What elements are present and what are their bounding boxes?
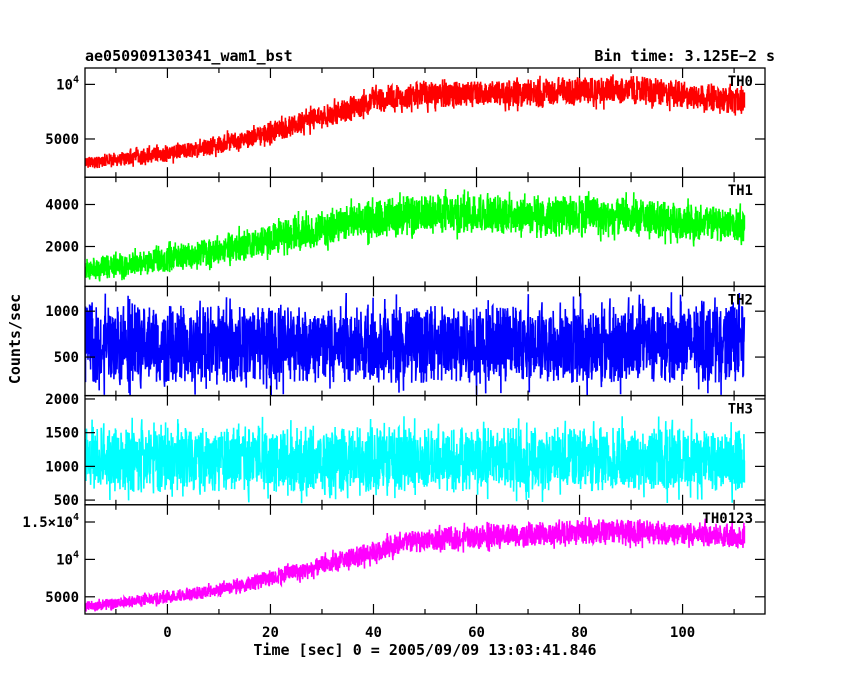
x-tick-label: 80: [571, 625, 588, 641]
trace-th0123: [85, 516, 746, 612]
x-tick-label: 60: [468, 625, 485, 641]
trace-th2: [85, 292, 746, 396]
panel-label-th1: TH1: [728, 183, 753, 199]
y-tick-label: 1000: [45, 304, 79, 320]
y-axis-label: Counts/sec: [6, 294, 24, 384]
y-tick-label: 1.5×104: [22, 512, 79, 531]
x-tick-label: 0: [163, 625, 171, 641]
trace-th0: [85, 74, 746, 169]
y-tick-label: 104: [56, 549, 79, 568]
source-name-label: ae050909130341_wam1_bst: [85, 47, 293, 65]
trace-th3: [85, 416, 746, 504]
y-tick-label: 4000: [45, 198, 79, 214]
bin-time-label: Bin time: 3.125E−2 s: [594, 47, 775, 65]
x-tick-label: 100: [670, 625, 695, 641]
panel-label-th0: TH0: [728, 74, 753, 90]
y-tick-label: 2000: [45, 240, 79, 256]
y-tick-label: 2000: [45, 392, 79, 408]
y-tick-label: 5000: [45, 132, 79, 148]
panel-label-th3: TH3: [728, 402, 753, 418]
y-tick-label: 104: [56, 74, 79, 93]
x-axis-label: Time [sec] 0 = 2005/09/09 13:03:41.846: [253, 641, 596, 659]
trace-th1: [85, 188, 746, 282]
x-tick-label: 40: [365, 625, 382, 641]
y-tick-label: 1500: [45, 426, 79, 442]
x-tick-label: 20: [262, 625, 279, 641]
y-tick-label: 1000: [45, 459, 79, 475]
y-tick-label: 500: [54, 350, 79, 366]
panel-label-th2: TH2: [728, 292, 753, 308]
panel-label-th0123: TH0123: [702, 511, 753, 527]
y-tick-label: 500: [54, 493, 79, 509]
y-tick-label: 5000: [45, 590, 79, 606]
